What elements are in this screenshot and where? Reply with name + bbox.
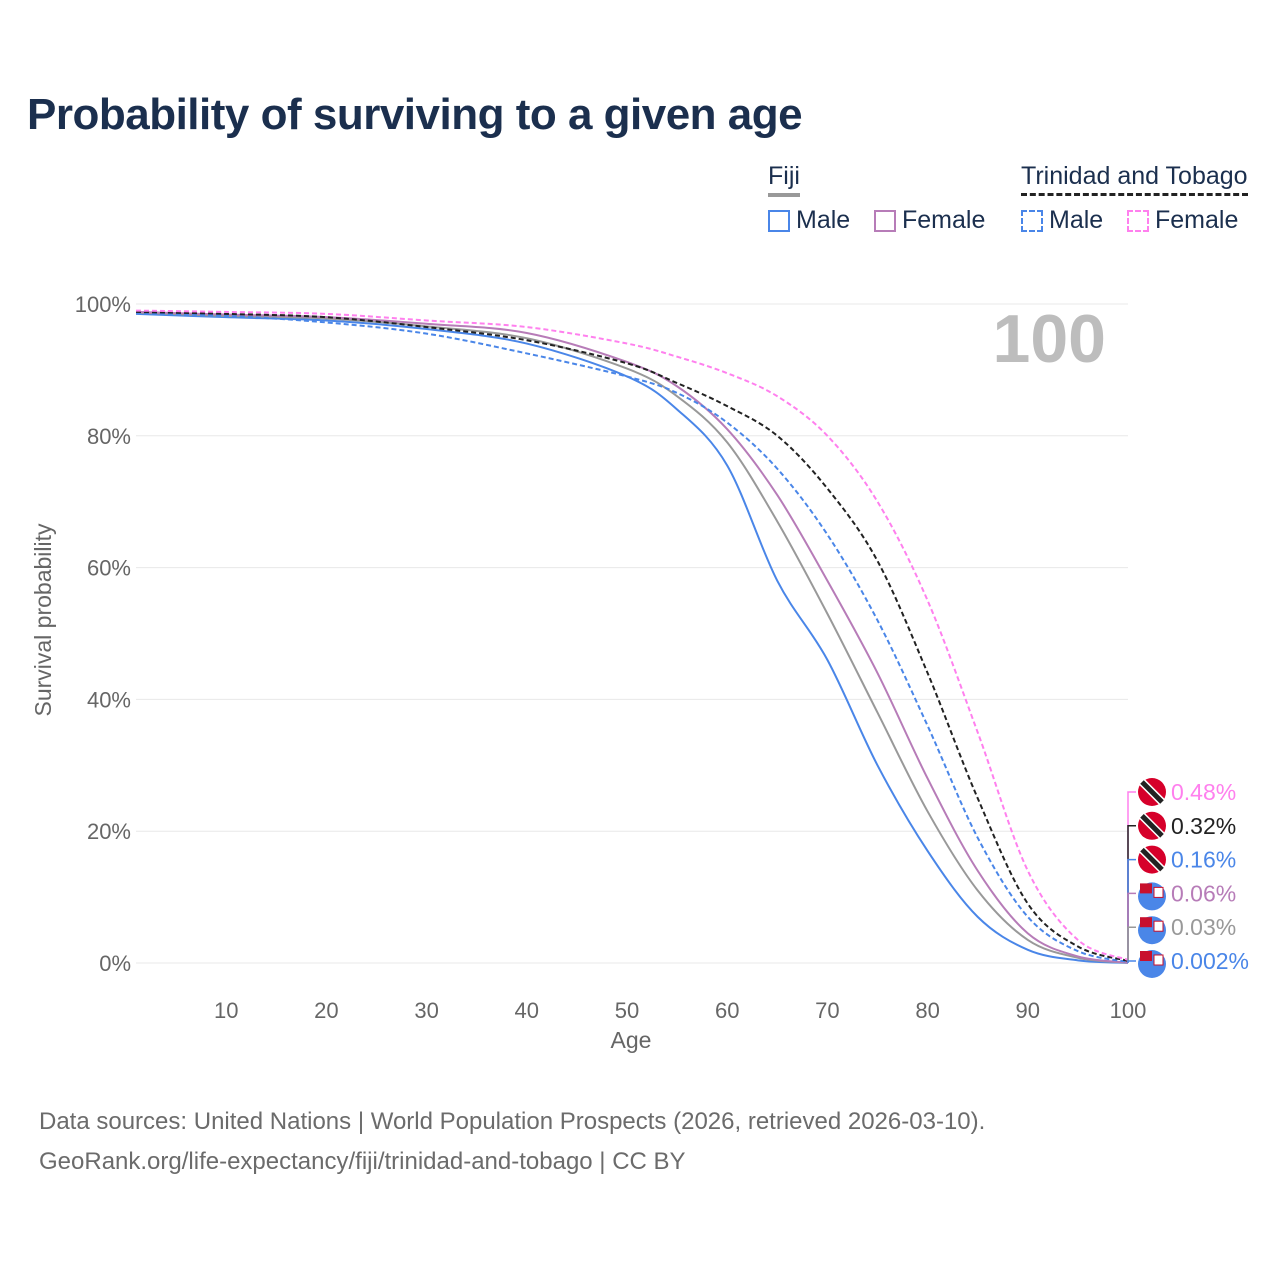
end-value-label: 0.16% xyxy=(1171,847,1236,873)
fiji-flag-icon xyxy=(1138,950,1166,978)
x-tick-label: 40 xyxy=(515,998,539,1023)
source-line: Data sources: United Nations | World Pop… xyxy=(39,1108,986,1135)
legend-swatch xyxy=(1127,209,1149,232)
legend-swatch xyxy=(1021,209,1043,232)
end-label-connector xyxy=(1127,858,1136,962)
end-label-connector xyxy=(1127,960,1136,963)
trinidad-and-tobago-flag-icon xyxy=(1138,811,1166,840)
legend-group-trinidad-and-tobago[interactable]: Trinidad and Tobago Male Female xyxy=(1021,162,1248,234)
y-tick-label: 20% xyxy=(87,819,131,844)
y-tick-label: 0% xyxy=(99,951,131,976)
series-line-trinidad-and-tobago-female[interactable] xyxy=(136,309,1129,961)
y-tick-label: 40% xyxy=(87,687,131,712)
end-value-label: 0.48% xyxy=(1171,779,1236,805)
x-tick-label: 20 xyxy=(314,998,338,1023)
legend-item-tt-male[interactable]: Male xyxy=(1021,206,1103,235)
y-axis-label: Survival probability xyxy=(30,523,56,717)
trinidad-and-tobago-flag-icon xyxy=(1138,778,1166,806)
age-indicator: 100 xyxy=(993,301,1106,377)
legend-group-title: Fiji xyxy=(768,162,800,197)
survival-chart: 10 20 30 40 50 60 70 80 90 100 0% 20% 40% 60% 80% 100%… xyxy=(30,292,1249,1053)
legend-item-fiji-female[interactable]: Female xyxy=(874,206,985,235)
series-line-trinidad-and-tobago[interactable] xyxy=(135,310,1129,962)
end-label-connector xyxy=(1127,926,1136,963)
x-tick-label: 60 xyxy=(715,998,739,1023)
fiji-flag-icon xyxy=(1138,882,1166,911)
end-label-connector xyxy=(1127,892,1136,963)
chart-title: Probability of surviving to a given age xyxy=(27,90,803,139)
end-value-label: 0.002% xyxy=(1171,948,1249,974)
legend-label: Female xyxy=(902,206,986,234)
x-tick-label: 100 xyxy=(1110,998,1147,1023)
end-value-label: 0.03% xyxy=(1171,914,1236,940)
x-tick-label: 80 xyxy=(915,998,939,1023)
y-tick-label: 80% xyxy=(87,424,131,449)
series-line-trinidad-and-tobago-male[interactable] xyxy=(135,312,1129,963)
fiji-flag-icon xyxy=(1138,916,1166,945)
x-tick-label: 70 xyxy=(815,998,839,1023)
legend-item-fiji-male[interactable]: Male xyxy=(768,206,850,235)
source-link[interactable]: GeoRank.org/life-expectancy/fiji/trinida… xyxy=(39,1148,686,1175)
legend-item-tt-female[interactable]: Female xyxy=(1127,206,1238,235)
x-axis-label: Age xyxy=(611,1027,652,1053)
legend-swatch xyxy=(768,209,790,232)
series-line-fiji[interactable] xyxy=(135,311,1129,964)
legend-group-fiji[interactable]: Fiji Male Female xyxy=(768,162,985,234)
y-tick-label: 60% xyxy=(87,556,131,581)
x-tick-label: 10 xyxy=(214,998,238,1023)
series-line-fiji-female[interactable] xyxy=(135,310,1129,964)
end-value-label: 0.06% xyxy=(1171,880,1236,906)
end-label-connector xyxy=(1127,791,1136,960)
y-tick-label: 100% xyxy=(75,292,131,317)
legend-label: Female xyxy=(1155,206,1239,234)
x-tick-label: 30 xyxy=(414,998,438,1023)
legend-label: Male xyxy=(1049,206,1104,234)
legend-swatch xyxy=(874,209,896,232)
end-value-label: 0.32% xyxy=(1171,813,1236,839)
x-tick-label: 90 xyxy=(1016,998,1040,1023)
series-line-fiji-male[interactable] xyxy=(135,312,1129,964)
legend-group-title: Trinidad and Tobago xyxy=(1021,162,1248,196)
x-tick-label: 50 xyxy=(615,998,639,1023)
legend-label: Male xyxy=(796,206,851,234)
trinidad-and-tobago-flag-icon xyxy=(1138,845,1166,874)
